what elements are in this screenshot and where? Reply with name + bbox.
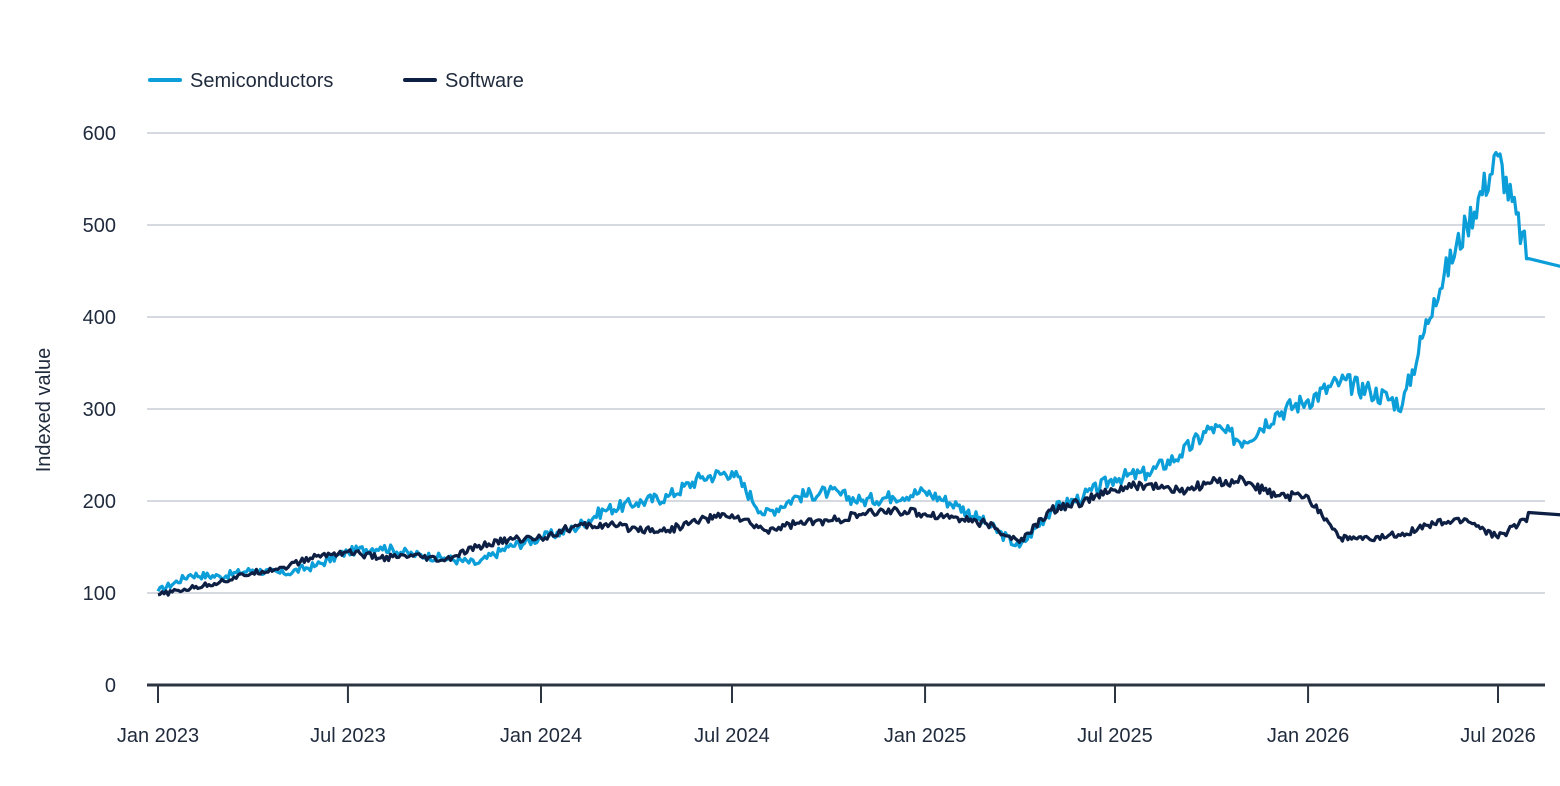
x-tick-label: Jul 2023 [310, 725, 386, 747]
series-line-software [157, 474, 1560, 597]
x-tick-label: Jul 2024 [694, 725, 770, 747]
x-tick-label: Jan 2024 [500, 725, 582, 747]
y-tick-label: 500 [83, 215, 116, 237]
y-tick-label: 100 [83, 583, 116, 605]
gridlines [147, 132, 1545, 594]
x-axis: Jan 2023 Jul 2023 Jan 2024 Jul 2024 Jan 2025… [117, 683, 1545, 747]
series-lines [156, 150, 1560, 597]
y-tick-label: 200 [83, 491, 116, 513]
y-axis: 0 100 200 300 400 500 600 [83, 123, 116, 697]
y-tick-label: 0 [105, 675, 116, 697]
x-tick-label: Jan 2026 [1267, 725, 1349, 747]
legend-label: Semiconductors [190, 70, 333, 92]
x-tick-label: Jan 2025 [884, 725, 966, 747]
legend: Semiconductors Software [148, 70, 524, 92]
x-tick-label: Jul 2025 [1077, 725, 1153, 747]
series-line-semiconductors [156, 150, 1560, 593]
x-tick-label: Jan 2023 [117, 725, 199, 747]
y-axis-label: Indexed value [33, 348, 55, 473]
x-tick-label: Jul 2026 [1460, 725, 1536, 747]
y-tick-label: 400 [83, 307, 116, 329]
y-tick-label: 600 [83, 123, 116, 145]
legend-label: Software [445, 70, 524, 92]
y-tick-label: 300 [83, 399, 116, 421]
